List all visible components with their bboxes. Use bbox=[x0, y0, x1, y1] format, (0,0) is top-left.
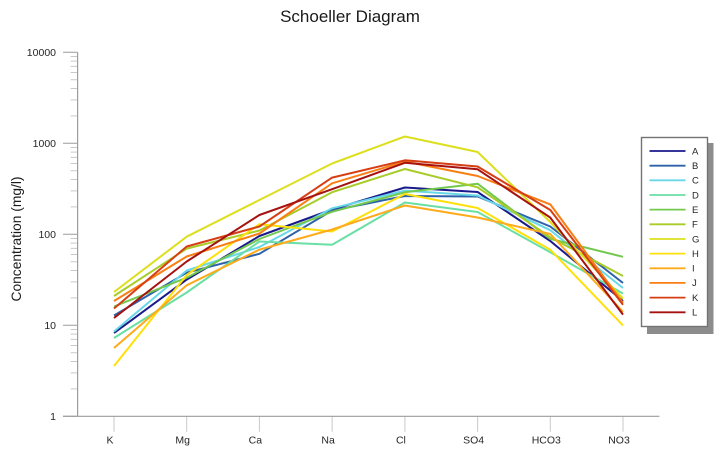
svg-text:1: 1 bbox=[50, 411, 56, 423]
svg-text:10000: 10000 bbox=[27, 47, 56, 59]
svg-text:E: E bbox=[692, 205, 698, 216]
svg-text:SO4: SO4 bbox=[463, 435, 484, 447]
svg-text:Schoeller Diagram: Schoeller Diagram bbox=[280, 7, 420, 26]
svg-text:I: I bbox=[692, 264, 695, 275]
svg-text:K: K bbox=[106, 435, 113, 447]
svg-text:A: A bbox=[692, 146, 699, 157]
svg-text:D: D bbox=[692, 190, 699, 201]
svg-text:100: 100 bbox=[38, 229, 56, 241]
svg-text:J: J bbox=[692, 278, 697, 289]
svg-text:L: L bbox=[692, 308, 697, 319]
svg-text:NO3: NO3 bbox=[608, 435, 630, 447]
svg-text:10: 10 bbox=[44, 320, 56, 332]
svg-text:Cl: Cl bbox=[396, 435, 406, 447]
svg-text:H: H bbox=[692, 249, 699, 260]
svg-text:F: F bbox=[692, 220, 698, 231]
svg-text:Mg: Mg bbox=[175, 435, 190, 447]
svg-text:Na: Na bbox=[321, 435, 335, 447]
svg-text:G: G bbox=[692, 234, 699, 245]
svg-text:Ca: Ca bbox=[249, 435, 263, 447]
svg-text:1000: 1000 bbox=[33, 138, 57, 150]
svg-text:K: K bbox=[692, 293, 699, 304]
svg-text:HCO3: HCO3 bbox=[532, 435, 561, 447]
svg-text:Concentration (mg/l): Concentration (mg/l) bbox=[9, 177, 24, 302]
svg-text:B: B bbox=[692, 161, 698, 172]
svg-text:C: C bbox=[692, 176, 699, 187]
